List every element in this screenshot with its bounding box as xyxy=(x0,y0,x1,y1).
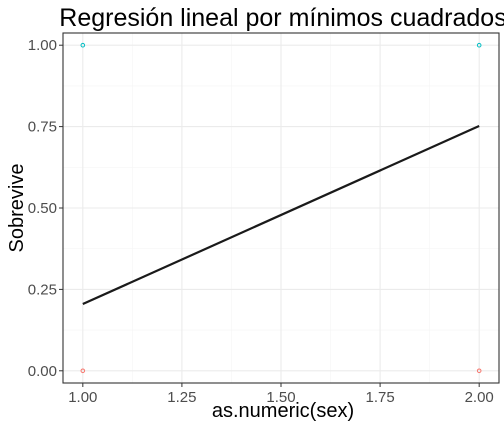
y-tick-label: 0.00 xyxy=(28,363,57,380)
x-axis: 1.00 1.25 1.50 1.75 2.00 xyxy=(68,383,494,406)
data-point xyxy=(476,42,482,48)
chart-title: Regresión lineal por mínimos cuadrados xyxy=(59,4,504,32)
x-tick-label: 2.00 xyxy=(465,389,494,406)
x-tick-label: 1.50 xyxy=(266,389,295,406)
y-tick-label: 0.25 xyxy=(28,281,57,298)
x-tick-label: 1.25 xyxy=(167,389,196,406)
x-tick-label: 1.00 xyxy=(68,389,97,406)
points-layer xyxy=(80,42,482,374)
regression-layer xyxy=(82,124,480,306)
y-tick-label: 1.00 xyxy=(28,37,57,54)
y-tick-label: 0.75 xyxy=(28,119,57,136)
data-point xyxy=(476,368,482,374)
x-axis-title: as.numeric(sex) xyxy=(212,400,354,422)
y-tick-label: 0.50 xyxy=(28,200,57,217)
plot-area xyxy=(62,32,500,384)
y-axis: 0.00 0.25 0.50 0.75 1.00 xyxy=(28,37,63,380)
y-axis-title: Sobrevive xyxy=(6,164,28,253)
data-point xyxy=(80,42,86,48)
regression-line xyxy=(82,124,480,306)
grid xyxy=(63,33,499,383)
data-point xyxy=(80,368,86,374)
x-tick-label: 1.75 xyxy=(365,389,394,406)
